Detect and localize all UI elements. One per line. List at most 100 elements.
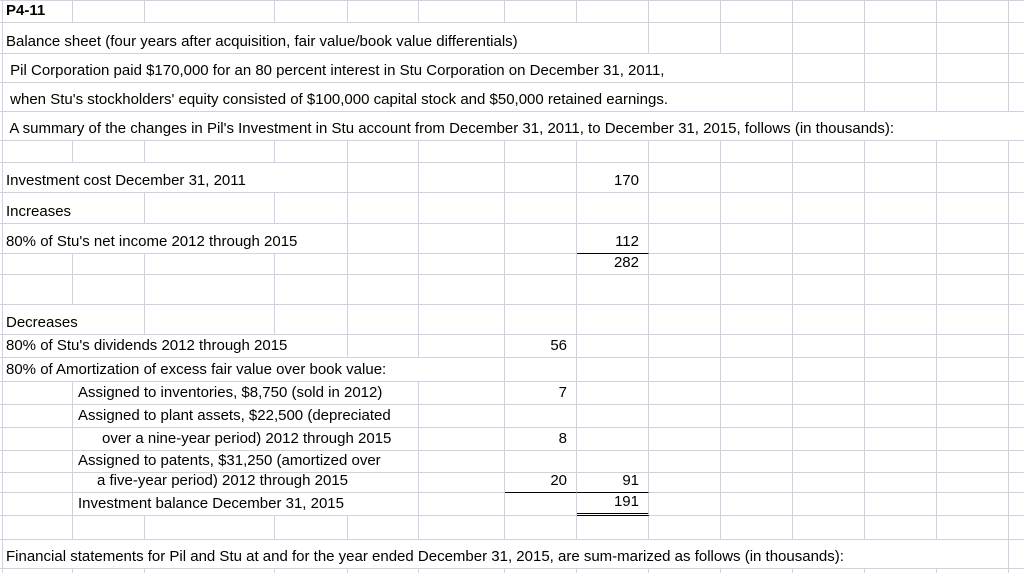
empty-cell[interactable] [793,451,865,473]
empty-cell[interactable] [865,224,937,254]
empty-cell[interactable] [1009,382,1024,405]
cell-decreases-header[interactable]: Decreases [3,305,145,335]
empty-cell[interactable] [793,163,865,193]
empty-cell[interactable] [419,335,505,358]
empty-cell[interactable] [937,516,1009,540]
empty-cell[interactable] [721,382,793,405]
empty-cell[interactable] [145,254,275,275]
cell-patents-line1[interactable]: Assigned to patents, $31,250 (amortized … [73,451,419,473]
empty-cell[interactable] [793,473,865,493]
empty-cell[interactable] [419,193,505,224]
empty-cell[interactable] [937,254,1009,275]
empty-cell[interactable] [348,569,419,573]
empty-cell[interactable] [865,382,937,405]
empty-cell[interactable] [793,569,865,573]
empty-cell[interactable] [577,1,649,23]
empty-cell[interactable] [721,405,793,428]
empty-cell[interactable] [649,382,721,405]
empty-cell[interactable] [1009,358,1024,382]
empty-cell[interactable] [0,382,3,405]
empty-cell[interactable] [0,428,3,451]
cell-dividends-amount[interactable]: 56 [505,335,577,358]
empty-cell[interactable] [348,275,419,305]
empty-cell[interactable] [145,193,275,224]
empty-cell[interactable] [937,382,1009,405]
empty-cell[interactable] [937,305,1009,335]
empty-cell[interactable] [505,193,577,224]
empty-cell[interactable] [275,275,348,305]
empty-cell[interactable] [275,1,348,23]
empty-cell[interactable] [937,163,1009,193]
empty-cell[interactable] [1009,569,1024,573]
empty-cell[interactable] [419,1,505,23]
empty-cell[interactable] [419,428,505,451]
empty-cell[interactable] [419,569,505,573]
empty-cell[interactable] [1009,305,1024,335]
empty-cell[interactable] [419,382,505,405]
empty-cell[interactable] [0,224,3,254]
empty-cell[interactable] [793,335,865,358]
empty-cell[interactable] [721,254,793,275]
empty-cell[interactable] [937,23,1009,54]
empty-cell[interactable] [721,224,793,254]
empty-cell[interactable] [0,405,3,428]
empty-cell[interactable] [577,428,649,451]
empty-cell[interactable] [793,305,865,335]
empty-cell[interactable] [721,428,793,451]
empty-cell[interactable] [0,569,3,573]
empty-cell[interactable] [73,254,145,275]
empty-cell[interactable] [419,275,505,305]
empty-cell[interactable] [0,254,3,275]
cell-subtotal-amount[interactable]: 282 [577,254,649,275]
empty-cell[interactable] [505,358,577,382]
cell-inventories-label[interactable]: Assigned to inventories, $8,750 (sold in… [73,382,419,405]
empty-cell[interactable] [1009,335,1024,358]
empty-cell[interactable] [348,224,419,254]
empty-cell[interactable] [937,224,1009,254]
empty-cell[interactable] [577,405,649,428]
empty-cell[interactable] [793,141,865,163]
empty-cell[interactable] [3,473,73,493]
empty-cell[interactable] [419,224,505,254]
empty-cell[interactable] [348,516,419,540]
empty-cell[interactable] [793,23,865,54]
cell-net-income-amount[interactable]: 112 [577,224,649,254]
empty-cell[interactable] [505,275,577,305]
empty-cell[interactable] [0,193,3,224]
empty-cell[interactable] [649,493,721,516]
empty-cell[interactable] [577,275,649,305]
empty-cell[interactable] [937,54,1009,83]
empty-cell[interactable] [1009,54,1024,83]
empty-cell[interactable] [865,1,937,23]
empty-cell[interactable] [865,193,937,224]
empty-cell[interactable] [937,1,1009,23]
empty-cell[interactable] [3,382,73,405]
empty-cell[interactable] [1009,1,1024,23]
empty-cell[interactable] [721,163,793,193]
empty-cell[interactable] [649,305,721,335]
empty-cell[interactable] [73,1,145,23]
empty-cell[interactable] [577,141,649,163]
empty-cell[interactable] [865,141,937,163]
empty-cell[interactable] [1009,451,1024,473]
empty-cell[interactable] [577,335,649,358]
empty-cell[interactable] [721,569,793,573]
empty-cell[interactable] [649,193,721,224]
empty-cell[interactable] [865,163,937,193]
empty-cell[interactable] [145,275,275,305]
empty-cell[interactable] [505,305,577,335]
empty-cell[interactable] [721,473,793,493]
empty-cell[interactable] [577,382,649,405]
empty-cell[interactable] [865,83,937,112]
empty-cell[interactable] [577,305,649,335]
empty-cell[interactable] [505,163,577,193]
empty-cell[interactable] [0,163,3,193]
empty-cell[interactable] [793,193,865,224]
empty-cell[interactable] [649,23,721,54]
empty-cell[interactable] [419,516,505,540]
empty-cell[interactable] [577,193,649,224]
empty-cell[interactable] [275,516,348,540]
empty-cell[interactable] [937,405,1009,428]
empty-cell[interactable] [793,83,865,112]
cell-plant-assets-amount[interactable]: 8 [505,428,577,451]
